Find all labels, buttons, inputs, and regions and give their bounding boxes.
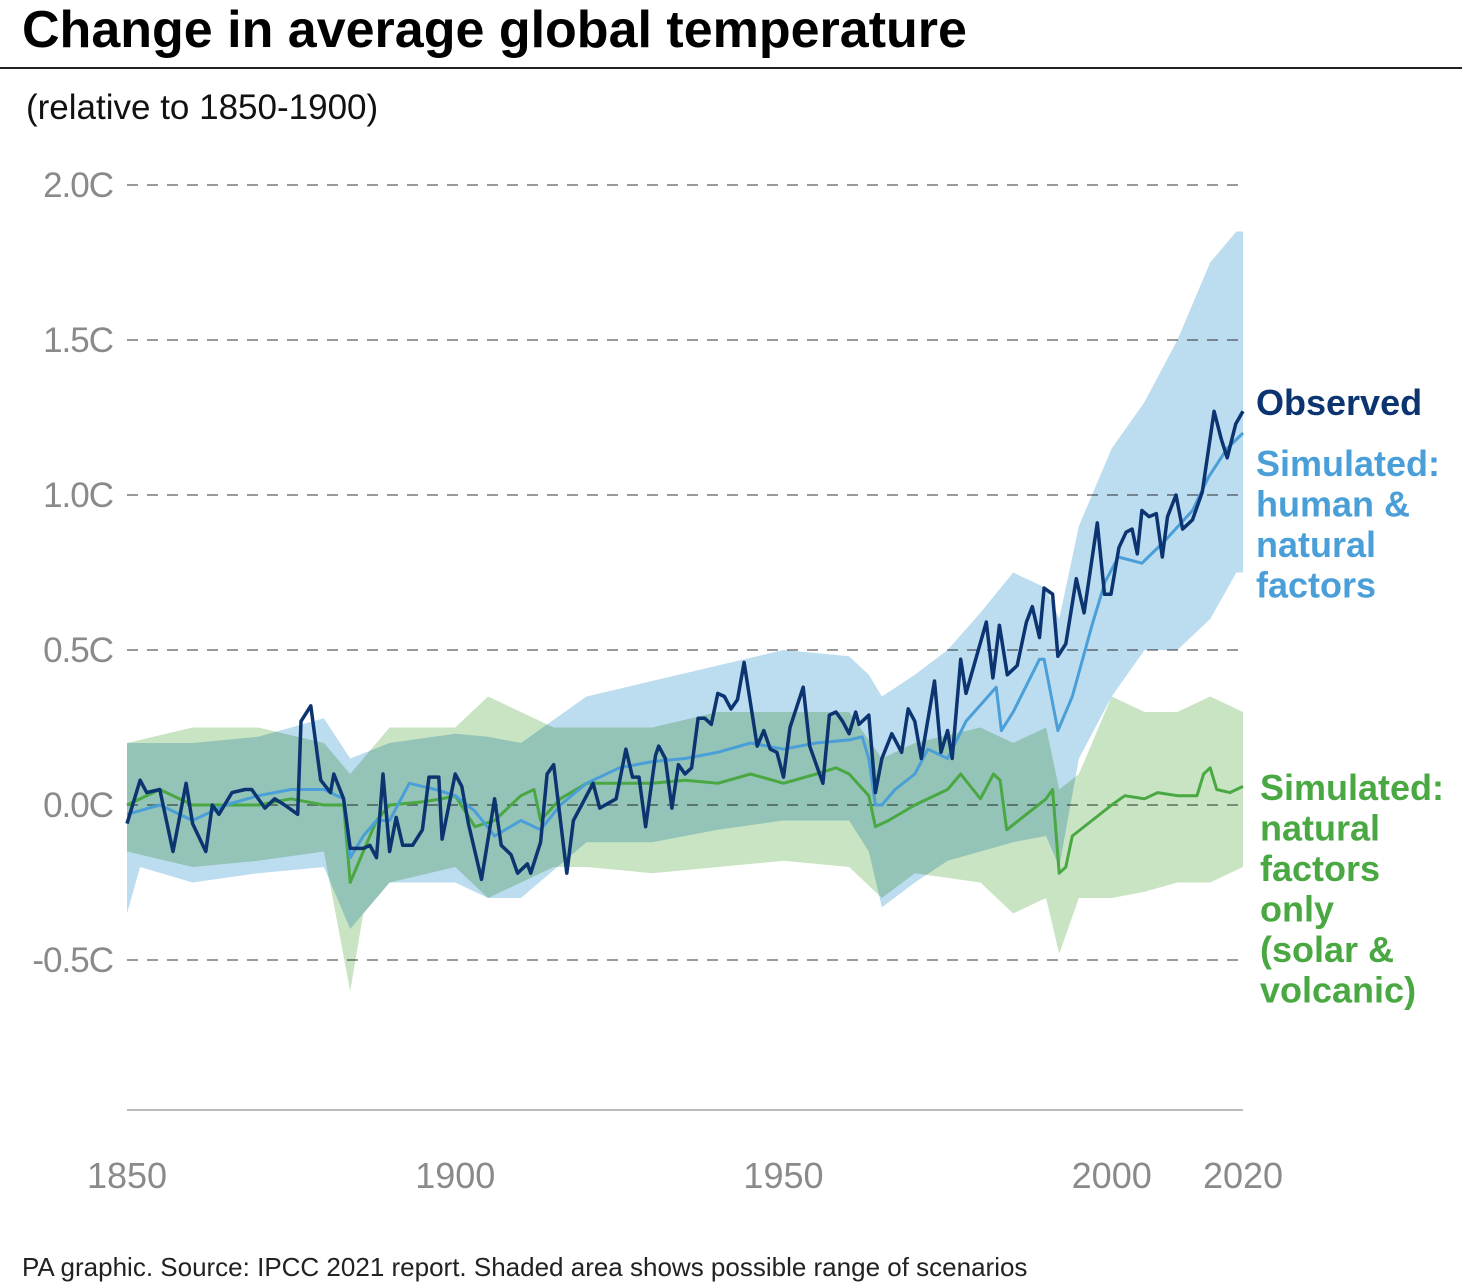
- legend-label-natural: only: [1260, 889, 1334, 930]
- natural-range-band: [127, 696, 1243, 991]
- legend-label-natural: Simulated:: [1260, 767, 1444, 808]
- footer-source: PA graphic. Source: IPCC 2021 report. Sh…: [22, 1252, 1027, 1282]
- x-tick-label: 2020: [1203, 1155, 1283, 1196]
- legend-label-natural: factors: [1260, 848, 1380, 889]
- legend-label-natural: volcanic): [1260, 970, 1416, 1011]
- y-tick-label: 0.5C: [43, 631, 113, 670]
- x-axis-ticks: 1850 1900 1950 2000 2020: [87, 1155, 1283, 1196]
- legend-label-observed: Observed: [1256, 382, 1422, 423]
- legend-label-natural: natural: [1260, 808, 1380, 849]
- natural-factors-line: [126, 766, 1244, 884]
- legend-label-human-natural: Simulated:: [1256, 443, 1440, 484]
- y-tick-label: 2.0C: [43, 166, 113, 205]
- y-tick-label: 1.5C: [43, 321, 113, 360]
- range-bands: [127, 231, 1243, 991]
- chart-subtitle: (relative to 1850-1900): [26, 88, 378, 127]
- human-natural-line: [126, 431, 1245, 860]
- legend-label-human-natural: factors: [1256, 565, 1376, 606]
- legend-label-human-natural: human &: [1256, 484, 1410, 525]
- y-tick-label: -0.5C: [32, 941, 113, 980]
- x-tick-label: 1850: [87, 1155, 167, 1196]
- y-axis-ticks: 2.0C 1.5C 1.0C 0.5C 0.0C -0.5C: [32, 166, 114, 980]
- legend-label-human-natural: natural: [1256, 524, 1376, 565]
- x-tick-label: 1900: [415, 1155, 495, 1196]
- chart-title: Change in average global temperature: [22, 1, 967, 59]
- series-lines: [125, 409, 1245, 884]
- legend-label-natural: (solar &: [1260, 929, 1394, 970]
- x-tick-label: 2000: [1072, 1155, 1152, 1196]
- x-tick-label: 1950: [743, 1155, 823, 1196]
- observed-line: [125, 409, 1245, 882]
- y-tick-label: 1.0C: [43, 476, 113, 515]
- y-tick-label: 0.0C: [43, 786, 113, 825]
